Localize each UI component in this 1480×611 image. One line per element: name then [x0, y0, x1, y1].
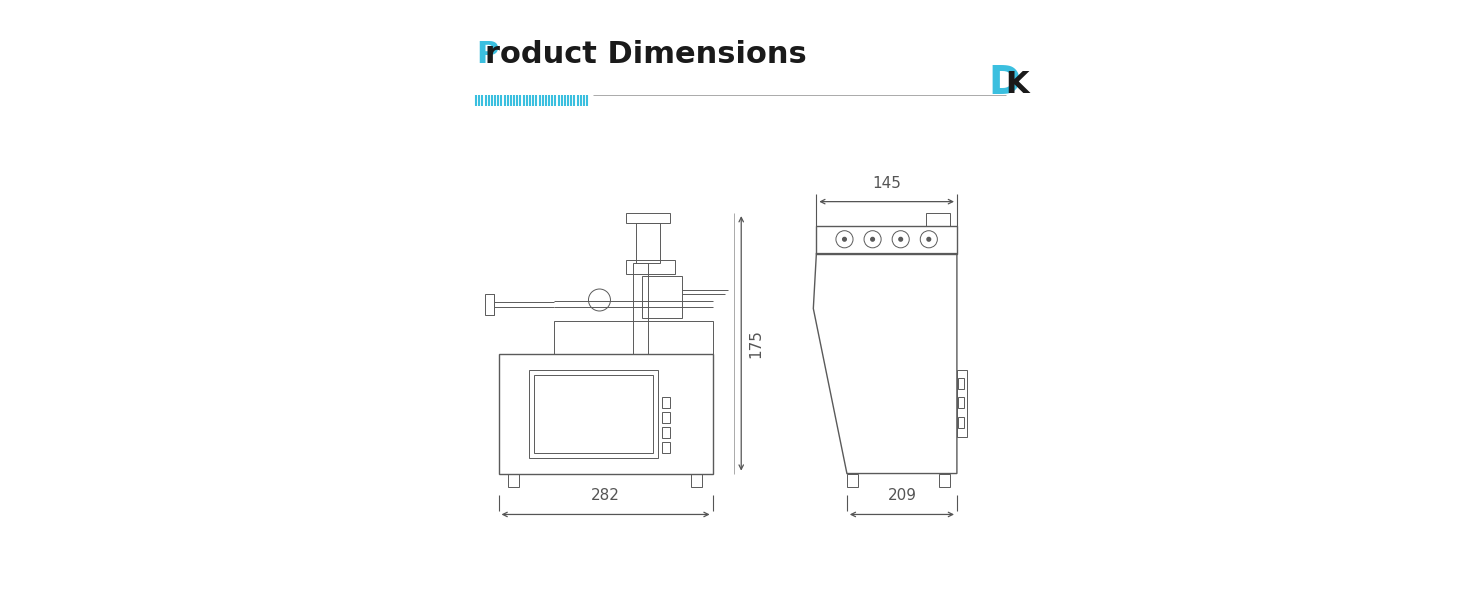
Bar: [626, 260, 675, 274]
Text: P: P: [477, 40, 499, 68]
Bar: [534, 375, 653, 453]
Bar: [485, 294, 494, 315]
Bar: [642, 276, 682, 318]
Bar: [958, 417, 965, 428]
Bar: [663, 427, 670, 438]
Bar: [691, 474, 702, 487]
Text: 145: 145: [872, 175, 901, 191]
Bar: [554, 321, 712, 354]
Bar: [958, 370, 966, 437]
Bar: [626, 213, 670, 223]
Bar: [499, 354, 712, 474]
Text: K: K: [1005, 70, 1029, 99]
Bar: [847, 474, 858, 487]
Bar: [633, 263, 648, 354]
Bar: [508, 474, 519, 487]
Text: 209: 209: [888, 488, 916, 503]
Circle shape: [926, 238, 931, 241]
Bar: [635, 223, 660, 263]
Bar: [938, 474, 950, 487]
Bar: [663, 442, 670, 453]
Bar: [530, 370, 657, 458]
Bar: [663, 397, 670, 408]
Circle shape: [870, 238, 875, 241]
Text: roduct Dimensions: roduct Dimensions: [485, 40, 807, 68]
Circle shape: [898, 238, 903, 241]
Text: 282: 282: [591, 488, 620, 503]
Bar: [926, 213, 950, 226]
Bar: [958, 378, 965, 389]
Bar: [817, 226, 958, 254]
Text: 175: 175: [749, 329, 764, 358]
Text: D: D: [989, 64, 1020, 102]
Circle shape: [842, 238, 847, 241]
Bar: [663, 412, 670, 423]
Bar: [958, 397, 965, 408]
